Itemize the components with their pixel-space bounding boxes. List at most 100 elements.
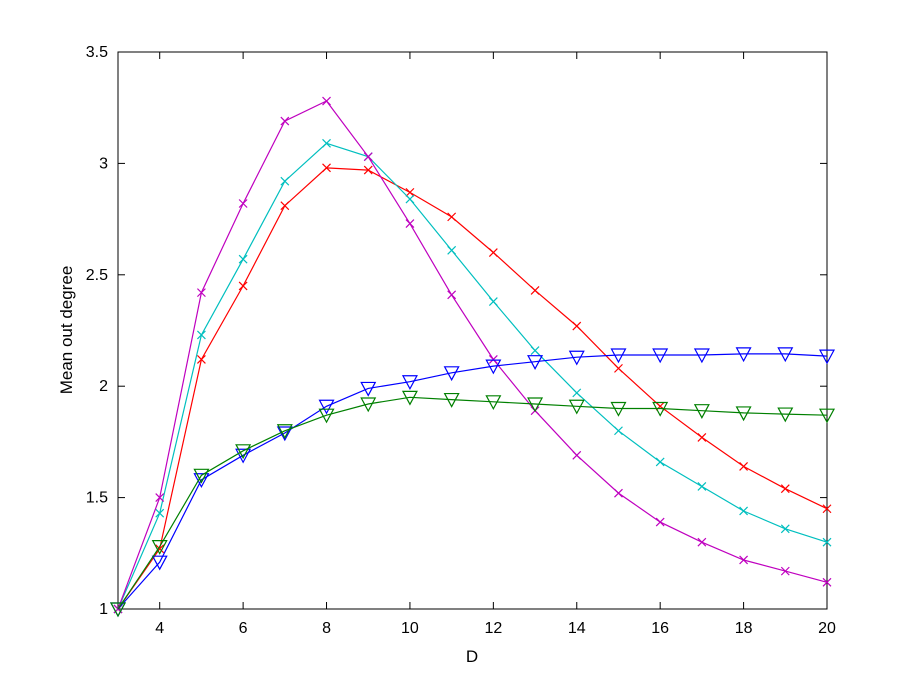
series-line: [117, 396, 828, 610]
data-point: [572, 321, 582, 331]
data-point: [530, 346, 540, 355]
x-tick-label: 10: [401, 620, 419, 637]
data-point: [196, 355, 206, 364]
x-tick-label: 4: [155, 620, 164, 637]
data-point: [614, 426, 623, 436]
x-axis-label: D: [466, 647, 478, 666]
data-point: [151, 540, 168, 555]
tick-labels: 4 6 8 10 12 14 16 18 20 1 1.5 2 2.5 3 3.5: [86, 44, 836, 637]
y-tick-label: 1.5: [86, 490, 108, 507]
y-tick-label: 2.5: [86, 267, 108, 284]
x-tick-label: 16: [651, 620, 669, 637]
series-line: [117, 100, 828, 610]
data-point: [360, 397, 377, 413]
x-tick-label: 6: [239, 620, 248, 637]
data-point: [652, 401, 669, 417]
data-point: [447, 245, 457, 255]
data-point: [568, 399, 585, 415]
data-point: [238, 254, 248, 264]
data-point: [276, 424, 293, 440]
data-point: [443, 366, 460, 382]
data-point: [322, 138, 331, 148]
series-layer: [109, 96, 836, 618]
y-tick-label: 3: [99, 155, 108, 172]
data-point: [196, 288, 206, 298]
data-point: [614, 488, 623, 498]
data-point: [610, 348, 627, 364]
data-point: [238, 199, 248, 208]
data-point: [155, 493, 165, 503]
series-line: [117, 353, 828, 610]
data-point: [780, 484, 790, 494]
data-point: [697, 433, 707, 442]
data-point: [276, 426, 293, 442]
data-point: [447, 212, 457, 222]
y-axis-label: Mean out degree: [57, 266, 76, 395]
data-point: [485, 395, 502, 411]
x-tick-label: 8: [322, 620, 331, 637]
x-tick-label: 14: [568, 620, 586, 637]
x-tick-label: 12: [484, 620, 502, 637]
series-line: [117, 167, 828, 610]
y-tick-label: 1: [99, 601, 108, 618]
data-point: [818, 349, 836, 365]
data-point: [777, 347, 794, 363]
axis-ticks: [118, 51, 828, 610]
x-tick-label: 18: [735, 620, 753, 637]
series-2: [113, 96, 832, 614]
data-point: [401, 375, 418, 391]
data-point: [280, 176, 290, 186]
data-point: [235, 444, 252, 460]
data-point: [822, 537, 832, 547]
data-point: [527, 355, 544, 370]
data-point: [610, 401, 627, 417]
data-point: [109, 602, 127, 618]
data-point: [780, 524, 790, 534]
data-point: [739, 461, 749, 471]
data-point: [405, 219, 415, 228]
data-point: [818, 408, 836, 424]
data-point: [697, 537, 707, 547]
data-point: [568, 350, 585, 366]
data-point: [739, 555, 749, 565]
data-point: [777, 407, 794, 423]
data-point: [655, 517, 665, 527]
data-point: [693, 348, 710, 364]
data-point: [488, 297, 498, 306]
plot-area: [117, 51, 828, 610]
data-point: [488, 248, 498, 257]
data-point: [693, 404, 710, 419]
data-point: [572, 388, 582, 398]
data-point: [405, 194, 415, 204]
data-point: [530, 285, 540, 295]
data-point: [363, 165, 373, 175]
data-point: [572, 450, 582, 460]
data-point: [238, 281, 248, 291]
data-point: [614, 363, 623, 373]
series-1: [113, 138, 832, 614]
y-tick-label: 2: [99, 378, 108, 395]
series-line: [117, 142, 828, 610]
data-point: [527, 397, 544, 413]
data-point: [322, 96, 331, 106]
data-point: [235, 448, 252, 464]
data-point: [822, 504, 832, 514]
data-point: [401, 390, 418, 406]
series-0: [113, 163, 832, 614]
data-point: [780, 566, 790, 576]
data-point: [360, 381, 377, 397]
data-point: [735, 347, 752, 363]
data-point: [322, 163, 331, 173]
data-point: [363, 152, 373, 162]
data-point: [488, 355, 498, 364]
data-point: [151, 555, 168, 571]
data-point: [443, 392, 460, 408]
data-point: [652, 348, 669, 364]
data-point: [735, 406, 752, 422]
data-point: [318, 399, 335, 415]
data-point: [155, 508, 165, 518]
data-point: [280, 116, 290, 126]
data-point: [485, 359, 502, 375]
y-tick-label: 3.5: [86, 44, 108, 61]
